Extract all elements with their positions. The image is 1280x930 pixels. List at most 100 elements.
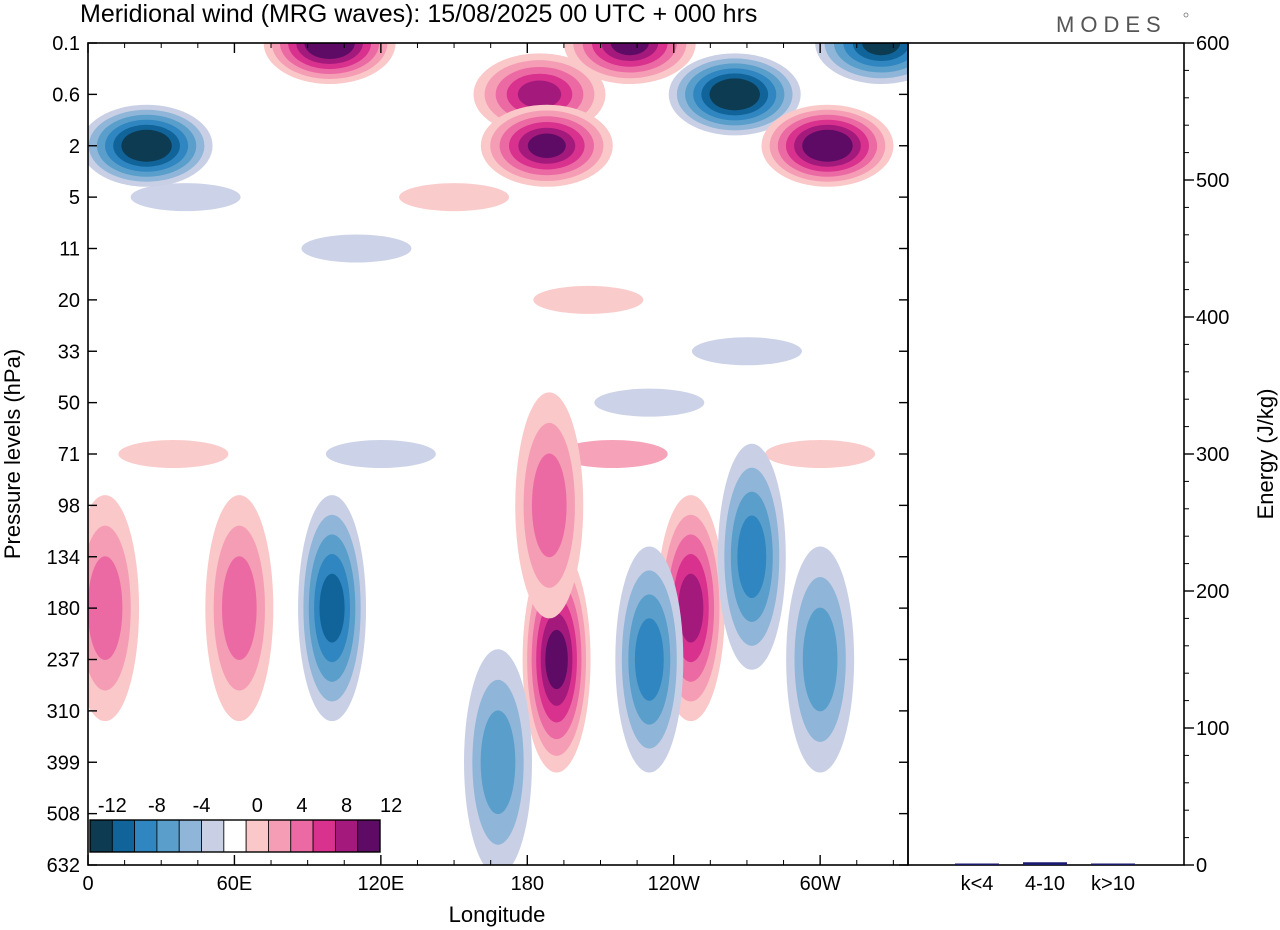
contour-band (531, 453, 567, 558)
energy-category-label: 4-10 (1025, 873, 1065, 895)
contour-wisp (399, 183, 510, 212)
energy-panel-frame (907, 42, 1185, 866)
y-tick-label: 98 (58, 495, 80, 517)
colorbar-swatch (89, 819, 113, 853)
contour-band (129, 134, 164, 157)
negative-wind-cell (815, 43, 908, 84)
x-tick-label: 180 (511, 873, 544, 895)
y-tick-label: 399 (47, 752, 80, 774)
y-tick-label: 2 (69, 136, 80, 158)
x-tick-label: 60W (800, 873, 841, 895)
negative-wind-cell (668, 53, 801, 136)
colorbar-tick-label: 0 (252, 795, 263, 817)
energy-category-label: k>10 (1091, 873, 1135, 895)
contour-band (480, 710, 516, 815)
contour-wisp (325, 440, 436, 468)
negative-wind-cell (717, 443, 786, 670)
x-tick-label: 0 (82, 873, 93, 895)
colorbar-tick-label: -12 (98, 795, 127, 817)
x-tick-label: 120E (357, 873, 404, 895)
positive-wind-cell (515, 392, 584, 619)
y-tick-label: 11 (59, 239, 80, 261)
colorbar-swatch (178, 819, 202, 853)
colorbar-tick-label: -4 (193, 795, 211, 817)
colorbar-swatch (245, 819, 269, 853)
colorbar-swatch (312, 819, 336, 853)
positive-wind-cell (761, 104, 894, 187)
y-tick-label: 0.1 (52, 33, 80, 55)
contour-band (312, 43, 347, 54)
positive-wind-cell (205, 495, 274, 722)
contour-band (717, 83, 752, 106)
energy-bar (955, 863, 999, 865)
contour-band (737, 515, 767, 599)
colorbar: -12 -8 -4 0 4 8 12 (89, 795, 402, 853)
positive-wind-cell (263, 43, 396, 84)
contour-wisp (301, 234, 412, 263)
colorbar-swatch (357, 819, 381, 853)
y-axis-label: Pressure levels (hPa) (0, 349, 25, 559)
y-tick-label: 180 (47, 598, 80, 620)
energy-tick-label: 500 (1196, 170, 1229, 192)
energy-tick-label: 0 (1196, 855, 1207, 877)
colorbar-frame (89, 819, 381, 853)
colorbar-tick-label: 8 (341, 795, 352, 817)
negative-wind-cell (298, 495, 367, 722)
colorbar-tick-label: -8 (148, 795, 166, 817)
y-tick-label: 5 (69, 187, 80, 209)
colorbar-swatch (134, 819, 158, 853)
colorbar-swatch (201, 819, 225, 853)
y-tick-label: 310 (47, 701, 80, 723)
y-tick-label: 134 (47, 547, 80, 569)
energy-axis-label: Energy (J/kg) (1253, 389, 1278, 520)
contour-band (802, 607, 838, 712)
negative-wind-cell (615, 546, 684, 773)
modes-logo: MODES (1056, 12, 1167, 37)
colorbar-swatch (268, 819, 292, 853)
contour-wisp (765, 440, 876, 468)
contour-band (862, 43, 901, 56)
colorbar-tick-label: 12 (380, 795, 402, 817)
contour-band (634, 618, 664, 701)
contour-band (545, 629, 568, 690)
colorbar-swatch (290, 819, 314, 853)
colorbar-swatch (156, 819, 180, 853)
contour-plot-area (88, 43, 908, 865)
y-tick-label: 632 (47, 855, 80, 877)
chart-title: Meridional wind (MRG waves): 15/08/2025 … (80, 0, 757, 28)
energy-tick-label: 300 (1196, 444, 1229, 466)
contour-wisp (533, 285, 644, 314)
negative-wind-cell (786, 546, 855, 773)
contour-band (221, 556, 257, 661)
positive-wind-cell (563, 43, 696, 84)
y-tick-label: 508 (47, 804, 80, 826)
x-axis-label: Longitude (449, 902, 546, 927)
y-tick-label: 50 (58, 393, 80, 415)
energy-tick-label: 600 (1196, 33, 1229, 55)
axes-layer: 0.1 0.6 2 5 11 20 33 50 71 98 134 180 237 310 399 508 63… (47, 33, 1230, 895)
contour-wisp (594, 388, 705, 417)
y-tick-label: 33 (58, 341, 80, 363)
colorbar-swatch (223, 819, 247, 853)
contour-wisp (130, 183, 241, 212)
x-tick-label: 120W (648, 873, 700, 895)
positive-wind-cell (480, 104, 613, 187)
contour-wisp (691, 337, 802, 366)
y-tick-label: 237 (47, 650, 80, 672)
colorbar-swatch (334, 819, 359, 853)
contour-fill-layer (88, 43, 908, 865)
contour-band (88, 556, 123, 660)
negative-wind-cell (464, 649, 532, 865)
positive-wind-cell (88, 495, 140, 722)
contour-wisp (557, 440, 668, 468)
energy-tick-label: 400 (1196, 307, 1229, 329)
contour-band (517, 80, 562, 109)
colorbar-swatch (111, 819, 136, 853)
negative-wind-cell (88, 104, 213, 187)
colorbar-tick-label: 4 (296, 795, 307, 817)
contour-band (319, 573, 345, 643)
energy-category-label: k<4 (961, 873, 994, 895)
energy-bar (1023, 862, 1067, 865)
energy-tick-label: 200 (1196, 581, 1229, 603)
